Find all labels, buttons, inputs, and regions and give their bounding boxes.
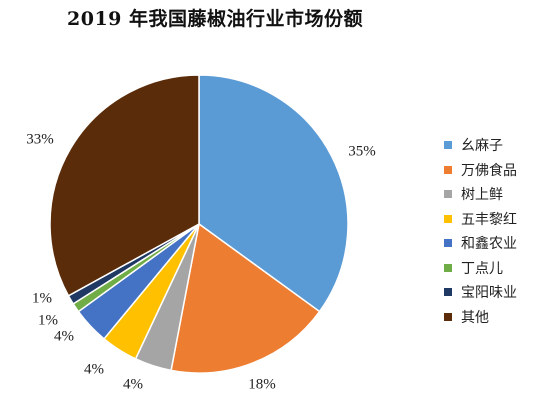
legend-item-1: 万佛食品 [444, 158, 517, 183]
legend-label: 宝阳味业 [461, 285, 517, 302]
pie-slice-7 [49, 74, 200, 297]
legend-label: 五丰黎红 [461, 211, 517, 228]
slice-label-7: 33% [26, 131, 54, 147]
legend-label: 丁点儿 [461, 260, 503, 277]
legend-item-0: 幺麻子 [444, 133, 517, 158]
legend-item-5: 丁点儿 [444, 256, 517, 281]
legend: 幺麻子万佛食品树上鲜五丰黎红和鑫农业丁点儿宝阳味业其他 [444, 133, 517, 329]
legend-swatch [444, 263, 452, 272]
pie-slice-1 [170, 222, 321, 374]
legend-swatch [444, 239, 452, 248]
chart-title: 2019 年我国藤椒油行业市场份额 [67, 8, 363, 30]
slice-label-6: 1% [32, 290, 52, 306]
legend-item-2: 树上鲜 [444, 182, 517, 207]
slice-label-1: 18% [248, 376, 276, 392]
legend-swatch [444, 190, 452, 199]
legend-item-4: 和鑫农业 [444, 231, 517, 256]
legend-swatch [444, 214, 452, 223]
slice-label-5: 1% [38, 312, 58, 328]
legend-swatch [444, 288, 452, 297]
slice-label-2: 4% [123, 376, 143, 392]
legend-item-6: 宝阳味业 [444, 280, 517, 305]
legend-item-3: 五丰黎红 [444, 207, 517, 232]
pie-slice-0 [198, 74, 349, 313]
legend-swatch [444, 165, 452, 174]
legend-label: 和鑫农业 [461, 236, 517, 253]
slice-label-0: 35% [348, 143, 376, 159]
legend-label: 幺麻子 [461, 138, 503, 155]
legend-swatch [444, 141, 452, 150]
slice-label-4: 4% [54, 328, 74, 344]
legend-label: 其他 [461, 309, 489, 326]
legend-label: 万佛食品 [461, 162, 517, 179]
legend-swatch [444, 312, 452, 321]
legend-label: 树上鲜 [461, 187, 503, 204]
slice-label-3: 4% [84, 361, 104, 377]
legend-item-7: 其他 [444, 305, 517, 330]
